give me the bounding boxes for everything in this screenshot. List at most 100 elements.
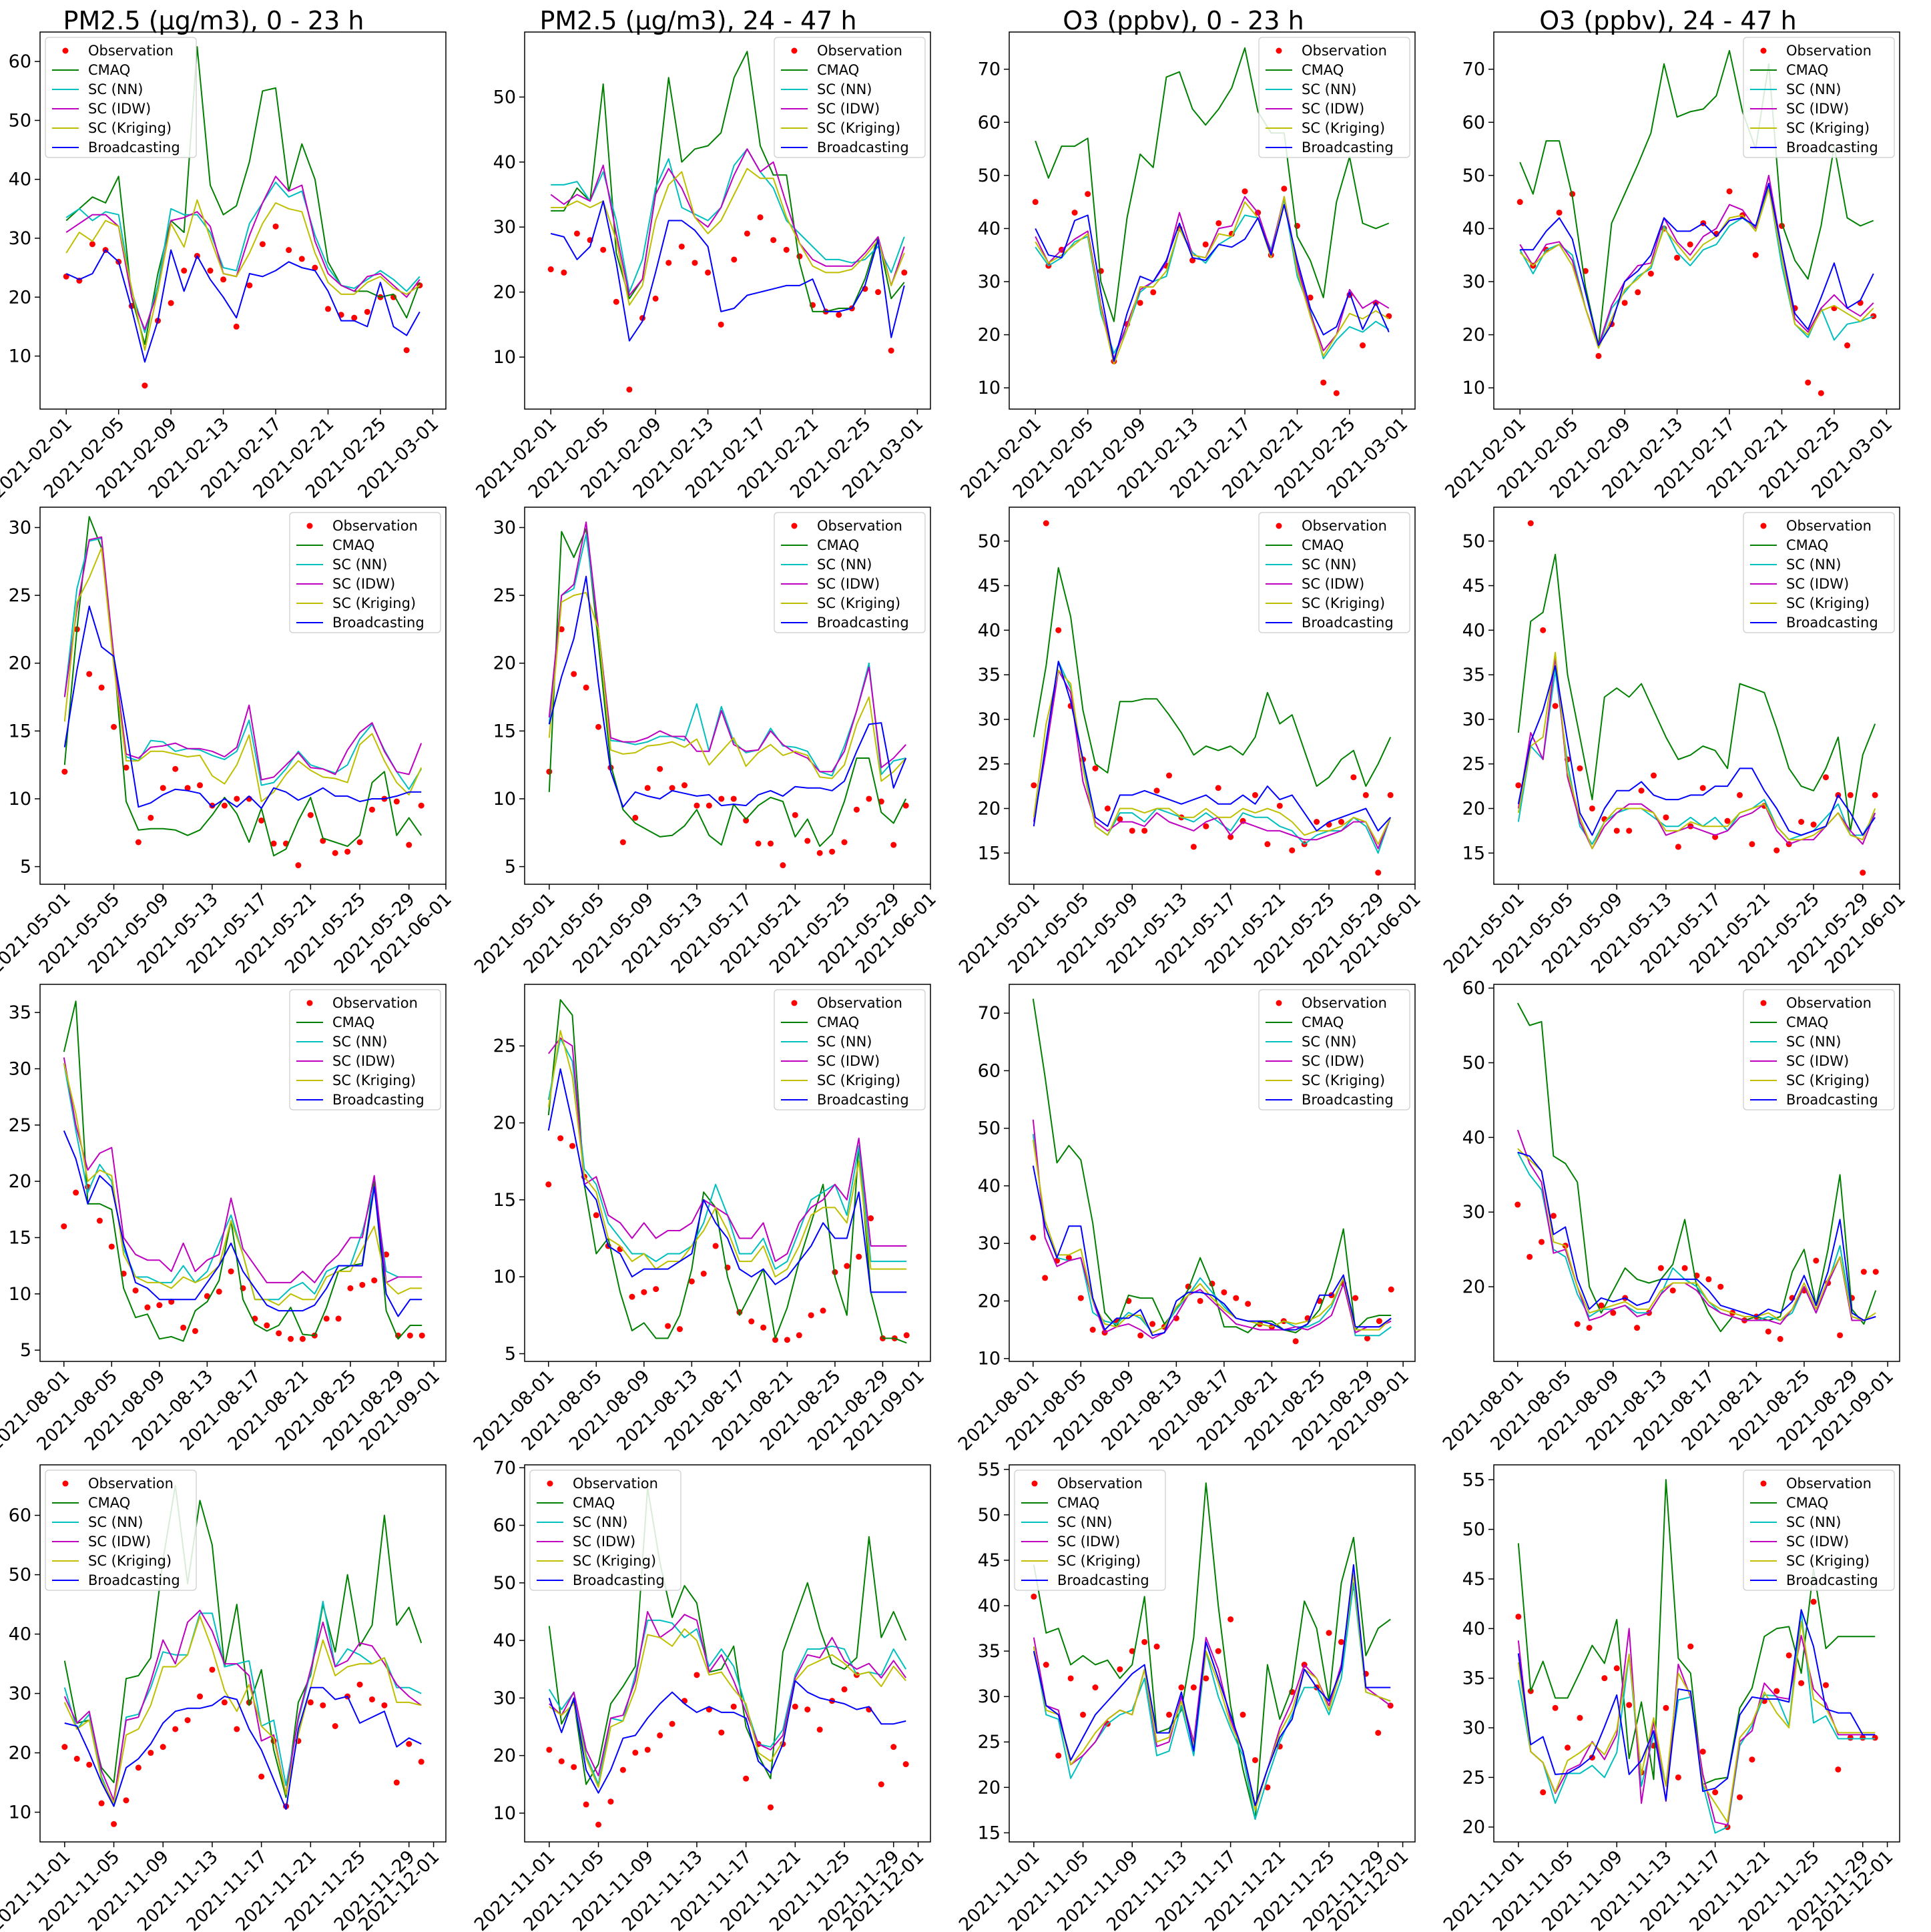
panel-5-observation-point <box>406 842 412 848</box>
panel-4-ytick-label-2: 30 <box>1462 272 1485 292</box>
panel-13-ytick-label-2: 30 <box>9 1684 31 1704</box>
panel-14-ytick-label-5: 60 <box>493 1516 516 1536</box>
panel-3-observation-point <box>1137 300 1143 306</box>
panel-9-legend-label-broadcasting: Broadcasting <box>332 1092 425 1108</box>
panel-14-observation-point <box>571 1764 577 1770</box>
panel-4-ytick-label-6: 70 <box>1462 59 1485 80</box>
column-titles: PM2.5 (μg/m3), 0 - 23 h PM2.5 (μg/m3), 2… <box>63 6 1797 35</box>
panel-16-frame <box>1493 1464 1900 1843</box>
panel-9-legend-label-sc-idw: SC (IDW) <box>332 1053 395 1069</box>
panel-1-observation-point <box>286 247 292 254</box>
panel-5-sc-idw-line <box>63 536 423 781</box>
panel-10-legend-swatch-observation <box>791 1000 798 1006</box>
panel-13-observation-point <box>356 1681 363 1688</box>
panel-5-observation-point <box>160 785 166 791</box>
panel-4-observation-point <box>1726 188 1733 195</box>
panel-13-observation-point <box>148 1750 154 1756</box>
panel-9-observation-point <box>168 1299 175 1305</box>
panel-16-legend-box <box>1743 1470 1895 1591</box>
panel-14-ytick-label-2: 30 <box>493 1688 516 1708</box>
panel-13-observation-point <box>73 1755 80 1762</box>
panel-6-observation-point <box>571 671 577 677</box>
panel-15-legend-swatch-observation <box>1031 1480 1038 1487</box>
panel-14-observation-point <box>792 1703 798 1710</box>
panel-15-legend-label-sc-kriging: SC (Kriging) <box>1057 1553 1141 1569</box>
panel-6-sc-idw-line <box>548 521 906 773</box>
panel-7-ytick-label-7: 50 <box>978 531 1001 552</box>
panel-12-observation-point <box>1634 1325 1641 1331</box>
panel-8-ytick-label-6: 45 <box>1462 576 1485 597</box>
panel-5-legend-label-sc-nn: SC (NN) <box>332 557 387 573</box>
panel-8-legend-label-broadcasting: Broadcasting <box>1786 615 1878 631</box>
panel-12-broadcasting-line <box>1517 1151 1876 1321</box>
col-title-1: PM2.5 (μg/m3), 0 - 23 h <box>63 6 364 35</box>
panel-13-observation-point <box>332 1722 338 1729</box>
panel-6-observation-point <box>657 765 663 772</box>
panel-7-frame <box>1009 507 1416 885</box>
panel-10-observation-point <box>772 1337 779 1343</box>
panel-3-sc-kriging-line <box>1035 196 1390 365</box>
panel-13-observation-point <box>234 1726 240 1732</box>
panel-1-plot-area <box>63 46 423 389</box>
panel-13: 1020304050602021-11-012021-11-052021-11-… <box>0 1464 447 1932</box>
panel-10-legend-label-sc-nn: SC (NN) <box>817 1034 872 1050</box>
panel-8-plot-area <box>1515 520 1878 876</box>
panel-10-legend-label-broadcasting: Broadcasting <box>817 1092 909 1108</box>
panel-2-observation-point <box>600 246 607 253</box>
panel-13-observation-point <box>160 1744 166 1750</box>
panel-1-legend-label-broadcasting: Broadcasting <box>88 139 180 155</box>
panel-11-observation-point <box>1089 1327 1096 1333</box>
panel-16-observation-point <box>1835 1766 1842 1773</box>
panel-1-ytick-label-5: 60 <box>9 51 31 72</box>
panel-12-legend-label-sc-idw: SC (IDW) <box>1786 1053 1849 1069</box>
panel-8-ytick-label-5: 40 <box>1462 620 1485 641</box>
panel-3-sc-nn-line <box>1035 198 1390 360</box>
panel-1-legend-label-sc-nn: SC (NN) <box>88 81 143 97</box>
panel-1-observation-point <box>142 382 148 389</box>
panel-8-observation-point <box>1860 870 1866 876</box>
panel-16-legend-label-sc-nn: SC (NN) <box>1786 1514 1841 1530</box>
panel-15-observation-point <box>1178 1684 1185 1691</box>
panel-10-observation-point <box>856 1253 862 1260</box>
panel-9-legend-label-sc-nn: SC (NN) <box>332 1034 387 1050</box>
panel-8-observation-point <box>1638 787 1645 794</box>
panel-8-observation-point <box>1736 791 1743 798</box>
panel-4-observation-point <box>1805 379 1812 386</box>
panel-7-ytick-label-2: 25 <box>978 754 1001 775</box>
panel-15-observation-point <box>1166 1711 1173 1718</box>
panel-2-legend-label-cmaq: CMAQ <box>817 62 859 78</box>
panel-16-legend-swatch-observation <box>1760 1480 1767 1487</box>
panel-1-legend-label-cmaq: CMAQ <box>88 62 130 78</box>
panel-16-observation-point <box>1540 1789 1547 1796</box>
panel-5-legend-label-observation: Observation <box>332 518 418 534</box>
panel-9-observation-point <box>73 1189 79 1196</box>
panel-16-legend-label-sc-idw: SC (IDW) <box>1786 1534 1849 1550</box>
panel-15-observation-point <box>1239 1711 1246 1718</box>
panel-13-ytick-label-5: 60 <box>9 1506 31 1526</box>
panel-3: 102030405060702021-02-012021-02-052021-0… <box>956 31 1416 503</box>
panel-16-observation-point <box>1736 1794 1743 1801</box>
panel-11-observation-point <box>1245 1301 1252 1307</box>
panel-2-observation-point <box>573 230 580 237</box>
panel-10-observation-point <box>808 1312 814 1319</box>
panel-9-observation-point <box>288 1335 294 1342</box>
panel-3-ytick-label-3: 40 <box>978 218 1001 239</box>
panel-9-observation-point <box>180 1324 187 1331</box>
panel-4-plot-area <box>1516 49 1877 396</box>
panel-7-observation-point <box>1129 828 1135 834</box>
panel-11-observation-point <box>1388 1286 1394 1293</box>
panel-14-observation-point <box>804 1706 811 1713</box>
panel-16-observation-point <box>1712 1789 1719 1796</box>
panel-9-observation-point <box>359 1281 366 1288</box>
panel-10-observation-point <box>796 1332 802 1339</box>
panel-9-ytick-label-6: 35 <box>9 1002 31 1023</box>
panel-4-ytick-label-1: 20 <box>1462 325 1485 346</box>
panel-10-observation-point <box>903 1332 910 1339</box>
panel-12-ytick-label-3: 50 <box>1462 1052 1485 1073</box>
panel-14-legend-swatch-observation <box>547 1480 553 1487</box>
panel-9-sc-kriging-line <box>63 1062 423 1306</box>
panel-2-plot-area <box>547 51 908 393</box>
panel-4-legend: Observation CMAQ SC (NN) SC (IDW) SC (Krigin… <box>1743 37 1895 158</box>
panel-15-legend-label-cmaq: CMAQ <box>1057 1495 1099 1511</box>
panel-6-legend: Observation CMAQ SC (NN) SC (IDW) SC (Krigin… <box>774 512 926 633</box>
